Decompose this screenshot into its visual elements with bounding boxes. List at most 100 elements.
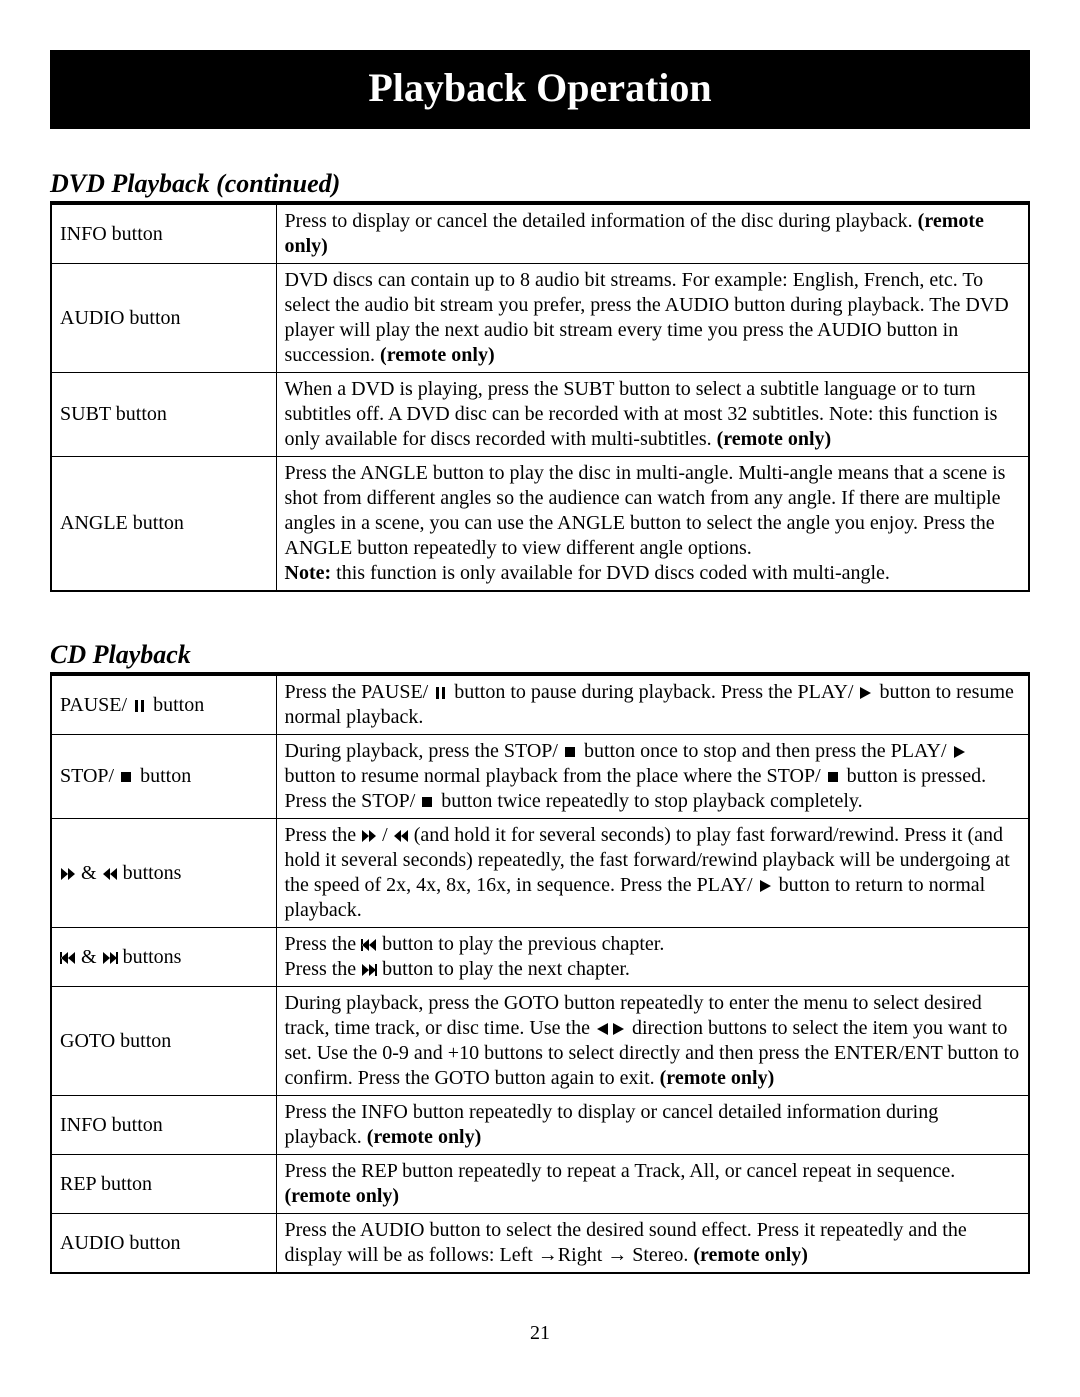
rwd-icon: [102, 867, 118, 881]
prev-icon: [60, 951, 76, 965]
text-segment: Press the: [285, 824, 362, 846]
play-icon: [858, 686, 874, 700]
text-segment: this function is only available for DVD …: [331, 562, 890, 584]
text-segment: /: [377, 824, 393, 846]
text-segment: PAUSE/: [60, 694, 132, 716]
text-segment: Press the AUDIO button to select the des…: [285, 1219, 967, 1266]
table-row: & buttonsPress the / (and hold it for se…: [51, 819, 1029, 928]
text-segment: buttons: [118, 946, 182, 968]
button-label-cell: INFO button: [51, 1096, 276, 1155]
table-row: SUBT button When a DVD is playing, press …: [51, 373, 1029, 457]
button-label-cell: & buttons: [51, 928, 276, 987]
page-title-bar: Playback Operation: [50, 50, 1030, 129]
text-segment: button twice repeatedly to stop playback…: [436, 790, 862, 812]
next-icon: [102, 951, 118, 965]
text-segment: &: [76, 946, 102, 968]
text-segment: (remote only): [693, 1244, 808, 1266]
table-row: & buttonsPress the button to play the pr…: [51, 928, 1029, 987]
prev-icon: [361, 938, 377, 952]
button-description-cell: Press the AUDIO button to select the des…: [276, 1214, 1029, 1274]
button-description-cell: During playback, press the STOP/ button …: [276, 735, 1029, 819]
button-label-cell: ANGLE button: [51, 457, 276, 592]
text-segment: Press to display or cancel the detailed …: [285, 210, 918, 232]
button-description-cell: Press the REP button repeatedly to repea…: [276, 1155, 1029, 1214]
text-segment: AUDIO button: [60, 307, 181, 329]
text-segment: Press the ANGLE button to play the disc …: [285, 462, 1006, 559]
button-description-cell: DVD discs can contain up to 8 audio bit …: [276, 264, 1029, 373]
text-segment: button to resume normal playback from th…: [285, 765, 826, 787]
stop-icon: [420, 795, 436, 809]
left-icon: [595, 1022, 611, 1036]
button-label-cell: REP button: [51, 1155, 276, 1214]
button-label-cell: INFO button: [51, 204, 276, 264]
text-segment: GOTO button: [60, 1030, 171, 1052]
text-segment: AUDIO button: [60, 1232, 181, 1254]
text-segment: (remote only): [285, 1185, 400, 1207]
section-heading: CD Playback: [50, 640, 1030, 674]
text-segment: button: [135, 765, 191, 787]
text-segment: button to play the previous chapter.: [377, 933, 664, 955]
button-label-cell: & buttons: [51, 819, 276, 928]
text-segment: (remote only): [380, 344, 495, 366]
button-label-cell: SUBT button: [51, 373, 276, 457]
text-segment: When a DVD is playing, press the SUBT bu…: [285, 378, 998, 450]
button-description-cell: Press the button to play the previous ch…: [276, 928, 1029, 987]
button-description-cell: Press the / (and hold it for several sec…: [276, 819, 1029, 928]
button-label-cell: STOP/ button: [51, 735, 276, 819]
button-label-cell: GOTO button: [51, 987, 276, 1096]
text-segment: ANGLE button: [60, 512, 184, 534]
function-table: PAUSE/ buttonPress the PAUSE/ button to …: [50, 674, 1030, 1274]
button-description-cell: Press the INFO button repeatedly to disp…: [276, 1096, 1029, 1155]
text-segment: (remote only): [367, 1126, 482, 1148]
button-description-cell: When a DVD is playing, press the SUBT bu…: [276, 373, 1029, 457]
button-label-cell: AUDIO button: [51, 1214, 276, 1274]
table-row: GOTO button During playback, press the GO…: [51, 987, 1029, 1096]
table-row: AUDIO button Press the AUDIO button to se…: [51, 1214, 1029, 1274]
button-description-cell: Press to display or cancel the detailed …: [276, 204, 1029, 264]
sections-container: DVD Playback (continued) INFO button Press…: [50, 169, 1030, 1274]
text-segment: Press the: [285, 958, 362, 980]
table-row: STOP/ buttonDuring playback, press the S…: [51, 735, 1029, 819]
page-number: 21: [50, 1322, 1030, 1345]
ffwd-icon: [361, 829, 377, 843]
right-icon: [611, 1022, 627, 1036]
stop-icon: [563, 745, 579, 759]
button-label-cell: AUDIO button: [51, 264, 276, 373]
text-segment: SUBT button: [60, 403, 167, 425]
table-row: PAUSE/ buttonPress the PAUSE/ button to …: [51, 675, 1029, 735]
text-segment: Note:: [285, 562, 332, 584]
text-segment: INFO button: [60, 1114, 163, 1136]
text-segment: Press the: [285, 933, 362, 955]
button-label-cell: PAUSE/ button: [51, 675, 276, 735]
play-icon: [758, 879, 774, 893]
pause-icon: [132, 699, 148, 713]
rwd-icon: [393, 829, 409, 843]
text-segment: Press the PAUSE/: [285, 681, 434, 703]
button-description-cell: During playback, press the GOTO button r…: [276, 987, 1029, 1096]
text-segment: button to play the next chapter.: [377, 958, 630, 980]
button-description-cell: Press the PAUSE/ button to pause during …: [276, 675, 1029, 735]
text-segment: INFO button: [60, 223, 163, 245]
table-row: INFO button Press to display or cancel th…: [51, 204, 1029, 264]
text-segment: buttons: [118, 862, 182, 884]
text-segment: (remote only): [717, 428, 832, 450]
text-segment: button to pause during playback. Press t…: [449, 681, 858, 703]
text-segment: &: [76, 862, 102, 884]
table-row: REP button Press the REP button repeatedl…: [51, 1155, 1029, 1214]
function-table: INFO button Press to display or cancel th…: [50, 203, 1030, 592]
stop-icon: [826, 770, 842, 784]
next-icon: [361, 963, 377, 977]
text-segment: REP button: [60, 1173, 152, 1195]
text-segment: STOP/: [60, 765, 119, 787]
text-segment: During playback, press the STOP/: [285, 740, 564, 762]
section-heading: DVD Playback (continued): [50, 169, 1030, 203]
table-row: AUDIO button DVD discs can contain up to …: [51, 264, 1029, 373]
stop-icon: [119, 770, 135, 784]
text-segment: button once to stop and then press the P…: [579, 740, 952, 762]
text-segment: button: [148, 694, 204, 716]
button-description-cell: Press the ANGLE button to play the disc …: [276, 457, 1029, 592]
table-row: INFO button Press the INFO button repeate…: [51, 1096, 1029, 1155]
play-icon: [952, 745, 968, 759]
pause-icon: [433, 686, 449, 700]
text-segment: (remote only): [660, 1067, 775, 1089]
